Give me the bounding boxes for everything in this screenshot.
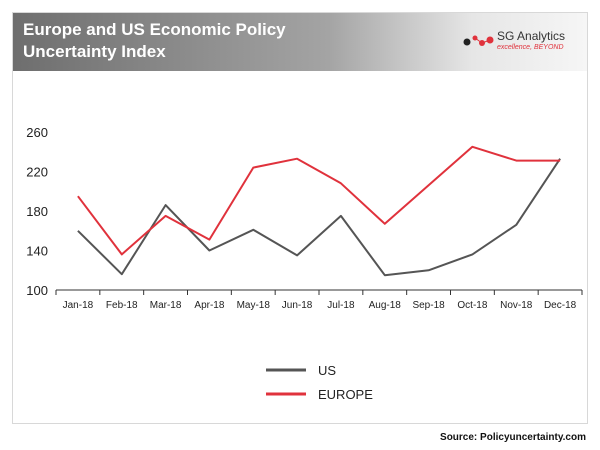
sg-analytics-logo: SG Analytics excellence, BEYOND (463, 27, 573, 61)
y-tick-label: 220 (26, 165, 48, 180)
chart-legend: US EUROPE (266, 363, 373, 402)
legend-label-europe: EUROPE (318, 387, 373, 402)
series-line-us (77, 158, 561, 277)
logo-name: SG Analytics (497, 29, 566, 43)
logo-dots-icon (463, 35, 494, 46)
chart-series (77, 145, 561, 277)
x-tick-label: Jul-18 (327, 300, 355, 311)
y-tick-label: 260 (26, 125, 48, 140)
series-line-europe (77, 145, 561, 256)
title-line-1: Europe and US Economic Policy (23, 20, 286, 39)
x-tick-label: Oct-18 (457, 300, 487, 311)
header-banner: Europe and US Economic Policy Uncertaint… (13, 13, 587, 71)
title-line-2: Uncertainty Index (23, 42, 166, 61)
x-tick-label: May-18 (237, 300, 271, 311)
legend-label-us: US (318, 363, 336, 378)
x-tick-label: Mar-18 (150, 300, 182, 311)
chart-card: Europe and US Economic Policy Uncertaint… (12, 12, 588, 424)
x-tick-label: Nov-18 (500, 300, 533, 311)
source-note: Source: Policyuncertainty.com (440, 432, 586, 443)
x-tick-label: Sep-18 (412, 300, 445, 311)
x-tick-label: Jan-18 (63, 300, 94, 311)
y-tick-label: 140 (26, 244, 48, 259)
chart-title: Europe and US Economic Policy Uncertaint… (23, 19, 353, 63)
x-tick-label: Dec-18 (544, 300, 577, 311)
x-tick-label: Aug-18 (369, 300, 402, 311)
chart-axes: 100 140 180 220 260 Jan-18 Feb-18 Mar-18 Apr-18 M… (26, 125, 583, 311)
x-tick-label: Jun-18 (282, 300, 313, 311)
x-tick-label: Feb-18 (106, 300, 138, 311)
x-tick-label: Apr-18 (194, 300, 224, 311)
y-tick-label: 180 (26, 204, 48, 219)
logo-tagline: excellence, BEYOND (497, 44, 564, 51)
y-tick-label: 100 (26, 283, 48, 298)
